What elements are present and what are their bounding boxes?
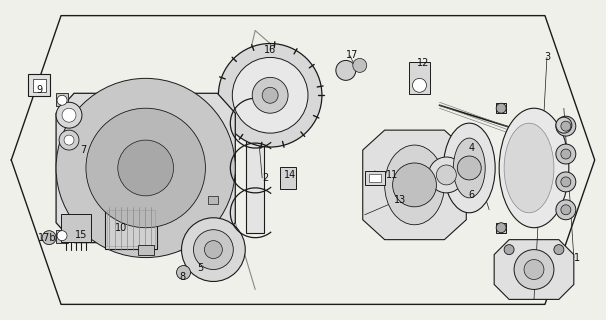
Text: 15: 15 bbox=[75, 230, 87, 240]
Circle shape bbox=[561, 121, 571, 131]
Circle shape bbox=[524, 260, 544, 279]
Text: 10: 10 bbox=[115, 223, 127, 233]
Circle shape bbox=[118, 140, 173, 196]
Text: 7: 7 bbox=[80, 145, 86, 155]
Bar bbox=[138, 244, 154, 255]
Circle shape bbox=[204, 241, 222, 259]
Circle shape bbox=[86, 108, 205, 228]
Text: 9: 9 bbox=[36, 85, 42, 95]
Text: 1: 1 bbox=[574, 252, 580, 263]
Text: 12: 12 bbox=[418, 59, 430, 68]
Polygon shape bbox=[56, 230, 68, 243]
Circle shape bbox=[556, 172, 576, 192]
Circle shape bbox=[393, 163, 436, 207]
Bar bbox=[208, 196, 218, 204]
Ellipse shape bbox=[385, 145, 444, 225]
Polygon shape bbox=[56, 93, 235, 243]
Circle shape bbox=[42, 231, 56, 244]
Polygon shape bbox=[494, 240, 574, 300]
Circle shape bbox=[428, 157, 464, 193]
Polygon shape bbox=[496, 223, 506, 233]
Text: 16: 16 bbox=[264, 45, 276, 55]
Circle shape bbox=[514, 250, 554, 289]
Bar bbox=[408, 62, 430, 94]
Circle shape bbox=[262, 87, 278, 103]
Circle shape bbox=[193, 230, 233, 269]
Bar bbox=[246, 103, 264, 233]
Polygon shape bbox=[496, 103, 506, 113]
Circle shape bbox=[561, 205, 571, 215]
Text: 5: 5 bbox=[198, 262, 204, 273]
Circle shape bbox=[232, 58, 308, 133]
Polygon shape bbox=[56, 93, 68, 106]
Text: 14: 14 bbox=[284, 170, 296, 180]
Text: 2: 2 bbox=[262, 173, 268, 183]
Ellipse shape bbox=[499, 108, 569, 228]
Bar bbox=[61, 214, 91, 242]
Circle shape bbox=[413, 78, 427, 92]
Bar bbox=[107, 210, 155, 246]
Bar bbox=[280, 167, 296, 189]
Circle shape bbox=[458, 156, 481, 180]
Circle shape bbox=[59, 130, 79, 150]
Bar bbox=[365, 171, 385, 185]
Bar bbox=[33, 79, 45, 92]
Text: 11: 11 bbox=[385, 170, 398, 180]
Circle shape bbox=[252, 77, 288, 113]
Text: 17: 17 bbox=[345, 51, 358, 60]
Circle shape bbox=[64, 135, 74, 145]
Circle shape bbox=[554, 244, 564, 255]
Ellipse shape bbox=[504, 123, 554, 213]
Circle shape bbox=[504, 244, 514, 255]
Circle shape bbox=[496, 223, 506, 233]
Circle shape bbox=[556, 200, 576, 220]
Circle shape bbox=[336, 60, 356, 80]
Circle shape bbox=[57, 231, 67, 241]
Circle shape bbox=[561, 177, 571, 187]
Text: 13: 13 bbox=[393, 195, 405, 205]
Circle shape bbox=[62, 108, 76, 122]
Circle shape bbox=[436, 165, 456, 185]
Circle shape bbox=[353, 59, 367, 72]
Ellipse shape bbox=[444, 123, 495, 213]
Circle shape bbox=[176, 266, 190, 279]
Text: 3: 3 bbox=[544, 52, 550, 62]
Bar bbox=[28, 74, 50, 96]
Text: 17b: 17b bbox=[38, 233, 56, 243]
Text: 6: 6 bbox=[468, 190, 474, 200]
Text: 8: 8 bbox=[179, 273, 185, 283]
Ellipse shape bbox=[453, 138, 485, 198]
Circle shape bbox=[561, 149, 571, 159]
Bar bbox=[105, 207, 156, 249]
Circle shape bbox=[56, 102, 82, 128]
Circle shape bbox=[182, 218, 245, 282]
Circle shape bbox=[556, 144, 576, 164]
Circle shape bbox=[556, 117, 572, 133]
Circle shape bbox=[57, 95, 67, 105]
Bar bbox=[368, 174, 381, 182]
Text: 4: 4 bbox=[468, 143, 474, 153]
Circle shape bbox=[556, 116, 576, 136]
Circle shape bbox=[56, 78, 235, 258]
Polygon shape bbox=[363, 130, 466, 240]
Circle shape bbox=[218, 44, 322, 147]
Circle shape bbox=[496, 103, 506, 113]
